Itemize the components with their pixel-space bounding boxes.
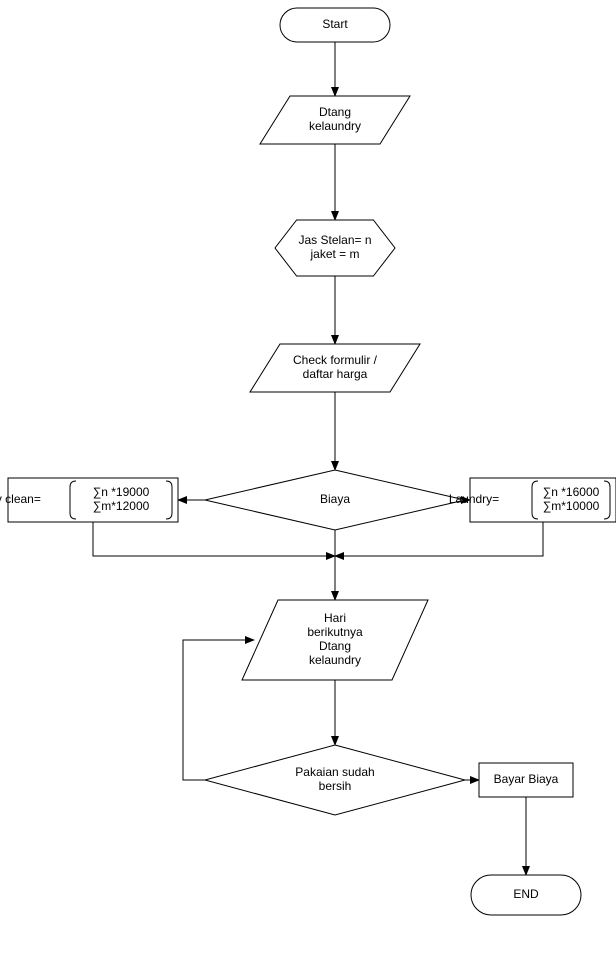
svg-text:Start: Start bbox=[322, 17, 348, 31]
svg-text:bersih: bersih bbox=[319, 779, 352, 793]
svg-text:∑m*12000: ∑m*12000 bbox=[93, 499, 150, 513]
svg-text:∑n *19000: ∑n *19000 bbox=[93, 485, 150, 499]
svg-text:kelaundry: kelaundry bbox=[309, 119, 361, 133]
svg-text:Laundry=: Laundry= bbox=[449, 492, 499, 506]
svg-text:END: END bbox=[513, 887, 539, 901]
svg-text:∑n *16000: ∑n *16000 bbox=[543, 485, 600, 499]
svg-text:Hari: Hari bbox=[324, 611, 346, 625]
svg-text:kelaundry: kelaundry bbox=[309, 653, 361, 667]
svg-text:Dry clean=: Dry clean= bbox=[0, 492, 41, 506]
svg-text:Check formulir /: Check formulir / bbox=[293, 353, 378, 367]
svg-text:∑m*10000: ∑m*10000 bbox=[543, 499, 600, 513]
svg-text:berikutnya: berikutnya bbox=[307, 625, 363, 639]
svg-text:Dtang: Dtang bbox=[319, 105, 351, 119]
svg-text:Biaya: Biaya bbox=[320, 492, 350, 506]
svg-text:Dtang: Dtang bbox=[319, 639, 351, 653]
edge-7 bbox=[335, 522, 543, 556]
svg-text:daftar harga: daftar harga bbox=[303, 367, 368, 381]
svg-text:Pakaian sudah: Pakaian sudah bbox=[295, 765, 374, 779]
svg-text:Bayar Biaya: Bayar Biaya bbox=[494, 772, 559, 786]
svg-text:jaket = m: jaket = m bbox=[309, 247, 359, 261]
edge-6 bbox=[93, 522, 335, 556]
svg-text:Jas Stelan= n: Jas Stelan= n bbox=[298, 233, 371, 247]
edge-12 bbox=[183, 640, 254, 780]
